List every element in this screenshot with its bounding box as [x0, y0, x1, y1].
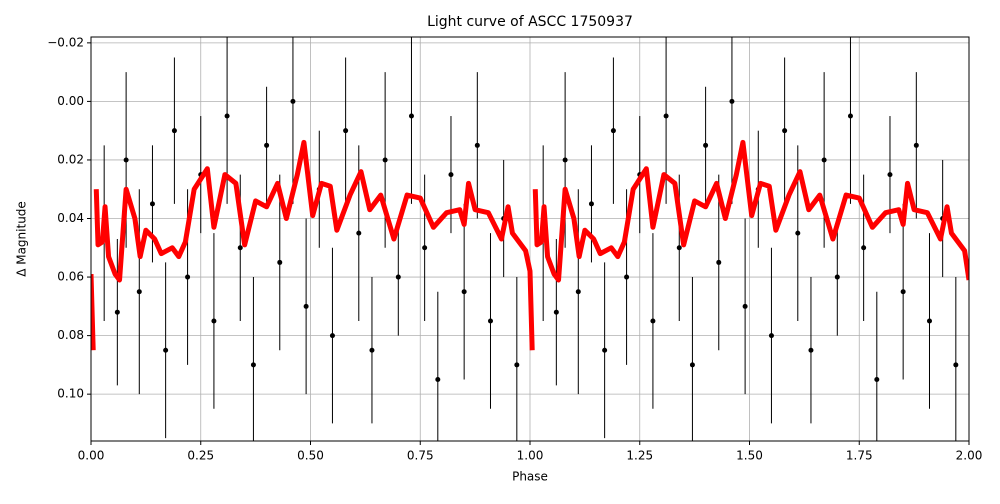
- data-point: [514, 362, 520, 368]
- data-point: [742, 303, 748, 309]
- data-point: [237, 245, 243, 251]
- data-point: [123, 157, 129, 163]
- y-tick-label: 0.08: [57, 328, 84, 342]
- y-axis-label: Δ Magnitude: [15, 201, 29, 277]
- data-point: [303, 303, 309, 309]
- data-point: [408, 113, 414, 119]
- x-tick-label: 2.00: [956, 449, 983, 463]
- data-point: [382, 157, 388, 163]
- data-point: [676, 245, 682, 251]
- data-point: [847, 113, 853, 119]
- data-point: [185, 274, 191, 280]
- data-point: [650, 318, 656, 324]
- data-point: [861, 245, 867, 251]
- data-point: [422, 245, 428, 251]
- data-point: [395, 274, 401, 280]
- x-tick-label: 1.75: [846, 449, 873, 463]
- data-point: [448, 172, 454, 178]
- data-point: [149, 201, 155, 207]
- data-point: [435, 377, 441, 383]
- data-point: [562, 157, 568, 163]
- data-point: [610, 128, 616, 134]
- data-point: [926, 318, 932, 324]
- x-tick-label: 1.50: [736, 449, 763, 463]
- data-point: [887, 172, 893, 178]
- data-point: [624, 274, 630, 280]
- axes: 0.00 0.25 0.50 0.75 1.00 1.25 1.50 1.75 2.00 −0.0…: [47, 35, 982, 462]
- data-point: [703, 142, 709, 148]
- data-point: [768, 333, 774, 339]
- data-point: [250, 362, 256, 368]
- data-point: [290, 98, 296, 104]
- data-point: [900, 289, 906, 295]
- x-axis-label: Phase: [512, 470, 548, 484]
- y-tick-label: 0.06: [57, 270, 84, 284]
- data-point: [163, 347, 169, 353]
- data-point: [224, 113, 230, 119]
- data-point: [953, 362, 959, 368]
- x-tick-label: 0.00: [78, 449, 105, 463]
- x-tick-label: 1.25: [626, 449, 653, 463]
- y-tick-label: −0.02: [47, 35, 84, 49]
- y-tick-label: 0.04: [57, 211, 84, 225]
- data-point: [369, 347, 375, 353]
- data-point: [136, 289, 142, 295]
- data-point: [663, 113, 669, 119]
- plot-area: [91, 37, 969, 441]
- x-tick-label: 0.75: [407, 449, 434, 463]
- data-point: [264, 142, 270, 148]
- data-point: [602, 347, 608, 353]
- y-tick-label: 0.02: [57, 152, 84, 166]
- data-point: [782, 128, 788, 134]
- data-point: [114, 309, 120, 315]
- data-point: [171, 128, 177, 134]
- data-point: [277, 259, 283, 265]
- data-point: [716, 259, 722, 265]
- data-point: [329, 333, 335, 339]
- data-point: [553, 309, 559, 315]
- x-tick-label: 1.00: [517, 449, 544, 463]
- data-point: [821, 157, 827, 163]
- data-point: [461, 289, 467, 295]
- data-point: [808, 347, 814, 353]
- x-tick-label: 0.50: [297, 449, 324, 463]
- y-tick-label: 0.00: [57, 94, 84, 108]
- data-point: [343, 128, 349, 134]
- data-point: [874, 377, 880, 383]
- data-point: [211, 318, 217, 324]
- y-tick-label: 0.10: [57, 387, 84, 401]
- data-point: [834, 274, 840, 280]
- data-point: [356, 230, 362, 236]
- data-point: [913, 142, 919, 148]
- chart-title: Light curve of ASCC 1750937: [427, 14, 633, 30]
- data-point: [588, 201, 594, 207]
- data-point: [474, 142, 480, 148]
- x-tick-label: 0.25: [187, 449, 214, 463]
- data-point: [689, 362, 695, 368]
- data-point: [795, 230, 801, 236]
- data-point: [487, 318, 493, 324]
- data-point: [575, 289, 581, 295]
- data-point: [729, 98, 735, 104]
